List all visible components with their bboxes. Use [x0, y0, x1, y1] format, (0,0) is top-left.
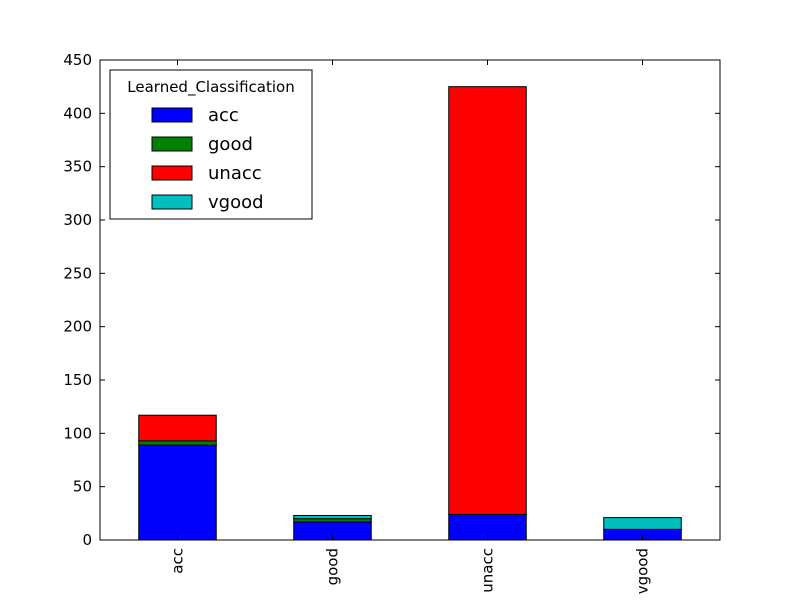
ytick-label-150: 150 — [63, 371, 92, 389]
ticks-group: 0 50 100 150 200 250 300 350 400 450 acc good unacc v… — [63, 51, 720, 594]
legend-swatch-acc — [151, 107, 193, 123]
bars-group — [138, 86, 682, 541]
legend-label-unacc: unacc — [208, 163, 262, 184]
bar-acc-acc — [138, 444, 217, 541]
bar-acc-unacc — [138, 414, 217, 442]
ytick-label-450: 450 — [63, 51, 92, 69]
ytick-label-50: 50 — [73, 478, 92, 496]
legend-label-vgood: vgood — [208, 192, 264, 213]
bar-unacc-unacc — [448, 86, 527, 515]
legend-swatch-unacc — [151, 165, 193, 181]
ytick-label-300: 300 — [63, 211, 92, 229]
legend-title: Learned_Classification — [127, 78, 294, 97]
ytick-label-100: 100 — [63, 424, 92, 442]
xtick-label-acc: acc — [169, 548, 187, 574]
legend: Learned_Classification acc good unacc vgood — [109, 69, 313, 220]
ytick-label-200: 200 — [63, 318, 92, 336]
bar-vgood-vgood — [603, 517, 682, 530]
ytick-label-250: 250 — [63, 264, 92, 282]
xtick-label-unacc: unacc — [479, 548, 497, 593]
legend-swatch-vgood — [151, 194, 193, 210]
legend-swatch-good — [151, 136, 193, 152]
legend-label-good: good — [208, 134, 253, 155]
legend-box — [109, 69, 313, 220]
legend-items: acc good unacc vgood — [151, 105, 264, 213]
ytick-label-0: 0 — [82, 531, 92, 549]
plot-frame — [99, 59, 721, 541]
legend-label-acc: acc — [208, 105, 239, 126]
bar-good-vgood — [293, 514, 372, 520]
bar-acc-good — [138, 440, 217, 446]
xtick-label-good: good — [324, 548, 342, 585]
ytick-label-350: 350 — [63, 158, 92, 176]
ytick-label-400: 400 — [63, 104, 92, 122]
xtick-label-vgood: vgood — [634, 548, 652, 594]
